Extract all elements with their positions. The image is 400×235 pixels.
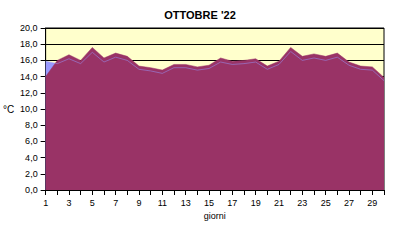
svg-text:11: 11 xyxy=(158,198,167,208)
svg-text:giorni: giorni xyxy=(204,211,226,221)
svg-text:25: 25 xyxy=(321,198,331,208)
svg-text:0,0: 0,0 xyxy=(25,185,38,195)
svg-text:12,0: 12,0 xyxy=(20,88,38,98)
svg-text:OTTOBRE '22: OTTOBRE '22 xyxy=(164,9,235,21)
svg-text:13: 13 xyxy=(181,198,191,208)
svg-text:20,0: 20,0 xyxy=(20,23,38,33)
svg-text:29: 29 xyxy=(367,198,377,208)
svg-text:9: 9 xyxy=(136,198,141,208)
svg-text:5: 5 xyxy=(90,198,95,208)
svg-text:18,0: 18,0 xyxy=(20,39,38,49)
svg-text:8,0: 8,0 xyxy=(25,120,38,130)
svg-text:1: 1 xyxy=(43,198,48,208)
svg-text:19: 19 xyxy=(251,198,261,208)
svg-text:4,0: 4,0 xyxy=(25,153,38,163)
svg-text:10,0: 10,0 xyxy=(20,104,38,114)
svg-text:6,0: 6,0 xyxy=(25,136,38,146)
svg-text:3: 3 xyxy=(66,198,71,208)
svg-text:27: 27 xyxy=(344,198,354,208)
svg-text:°C: °C xyxy=(3,104,14,115)
svg-text:23: 23 xyxy=(297,198,307,208)
svg-text:17: 17 xyxy=(227,198,237,208)
svg-text:16,0: 16,0 xyxy=(20,55,38,65)
svg-text:15: 15 xyxy=(204,198,214,208)
svg-text:2,0: 2,0 xyxy=(25,169,38,179)
svg-text:7: 7 xyxy=(113,198,118,208)
svg-text:14,0: 14,0 xyxy=(20,72,38,82)
svg-text:21: 21 xyxy=(274,198,284,208)
